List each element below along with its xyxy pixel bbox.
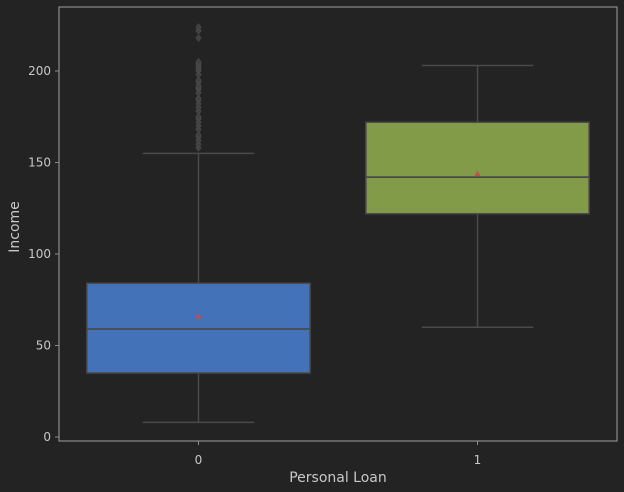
y-tick-label: 150 [28,156,51,170]
y-tick-label: 50 [36,339,51,353]
outlier-point [195,23,202,31]
y-tick-label: 0 [43,430,51,444]
mean-marker [195,313,202,319]
y-axis: 0 50 100 150 200 [28,64,59,444]
x-tick-label: 0 [195,453,203,467]
outlier-point [195,131,202,139]
outlier-point [195,94,202,103]
x-tick-label: 1 [474,453,482,467]
boxes-layer [86,23,590,424]
y-tick-label: 200 [28,64,51,78]
x-axis-label: Personal Loan [289,470,387,486]
y-tick-label: 100 [28,247,51,261]
outlier-point [195,76,202,84]
iqr-box [365,121,590,215]
outlier-point [195,58,202,66]
box-group-1 [365,64,590,328]
iqr-box [86,282,311,374]
y-axis-label: Income [7,201,23,253]
box-group-0 [86,23,311,424]
outlier-point [195,112,202,121]
plot-area [58,6,618,442]
mean-marker [474,170,481,176]
outlier-point [195,34,202,42]
